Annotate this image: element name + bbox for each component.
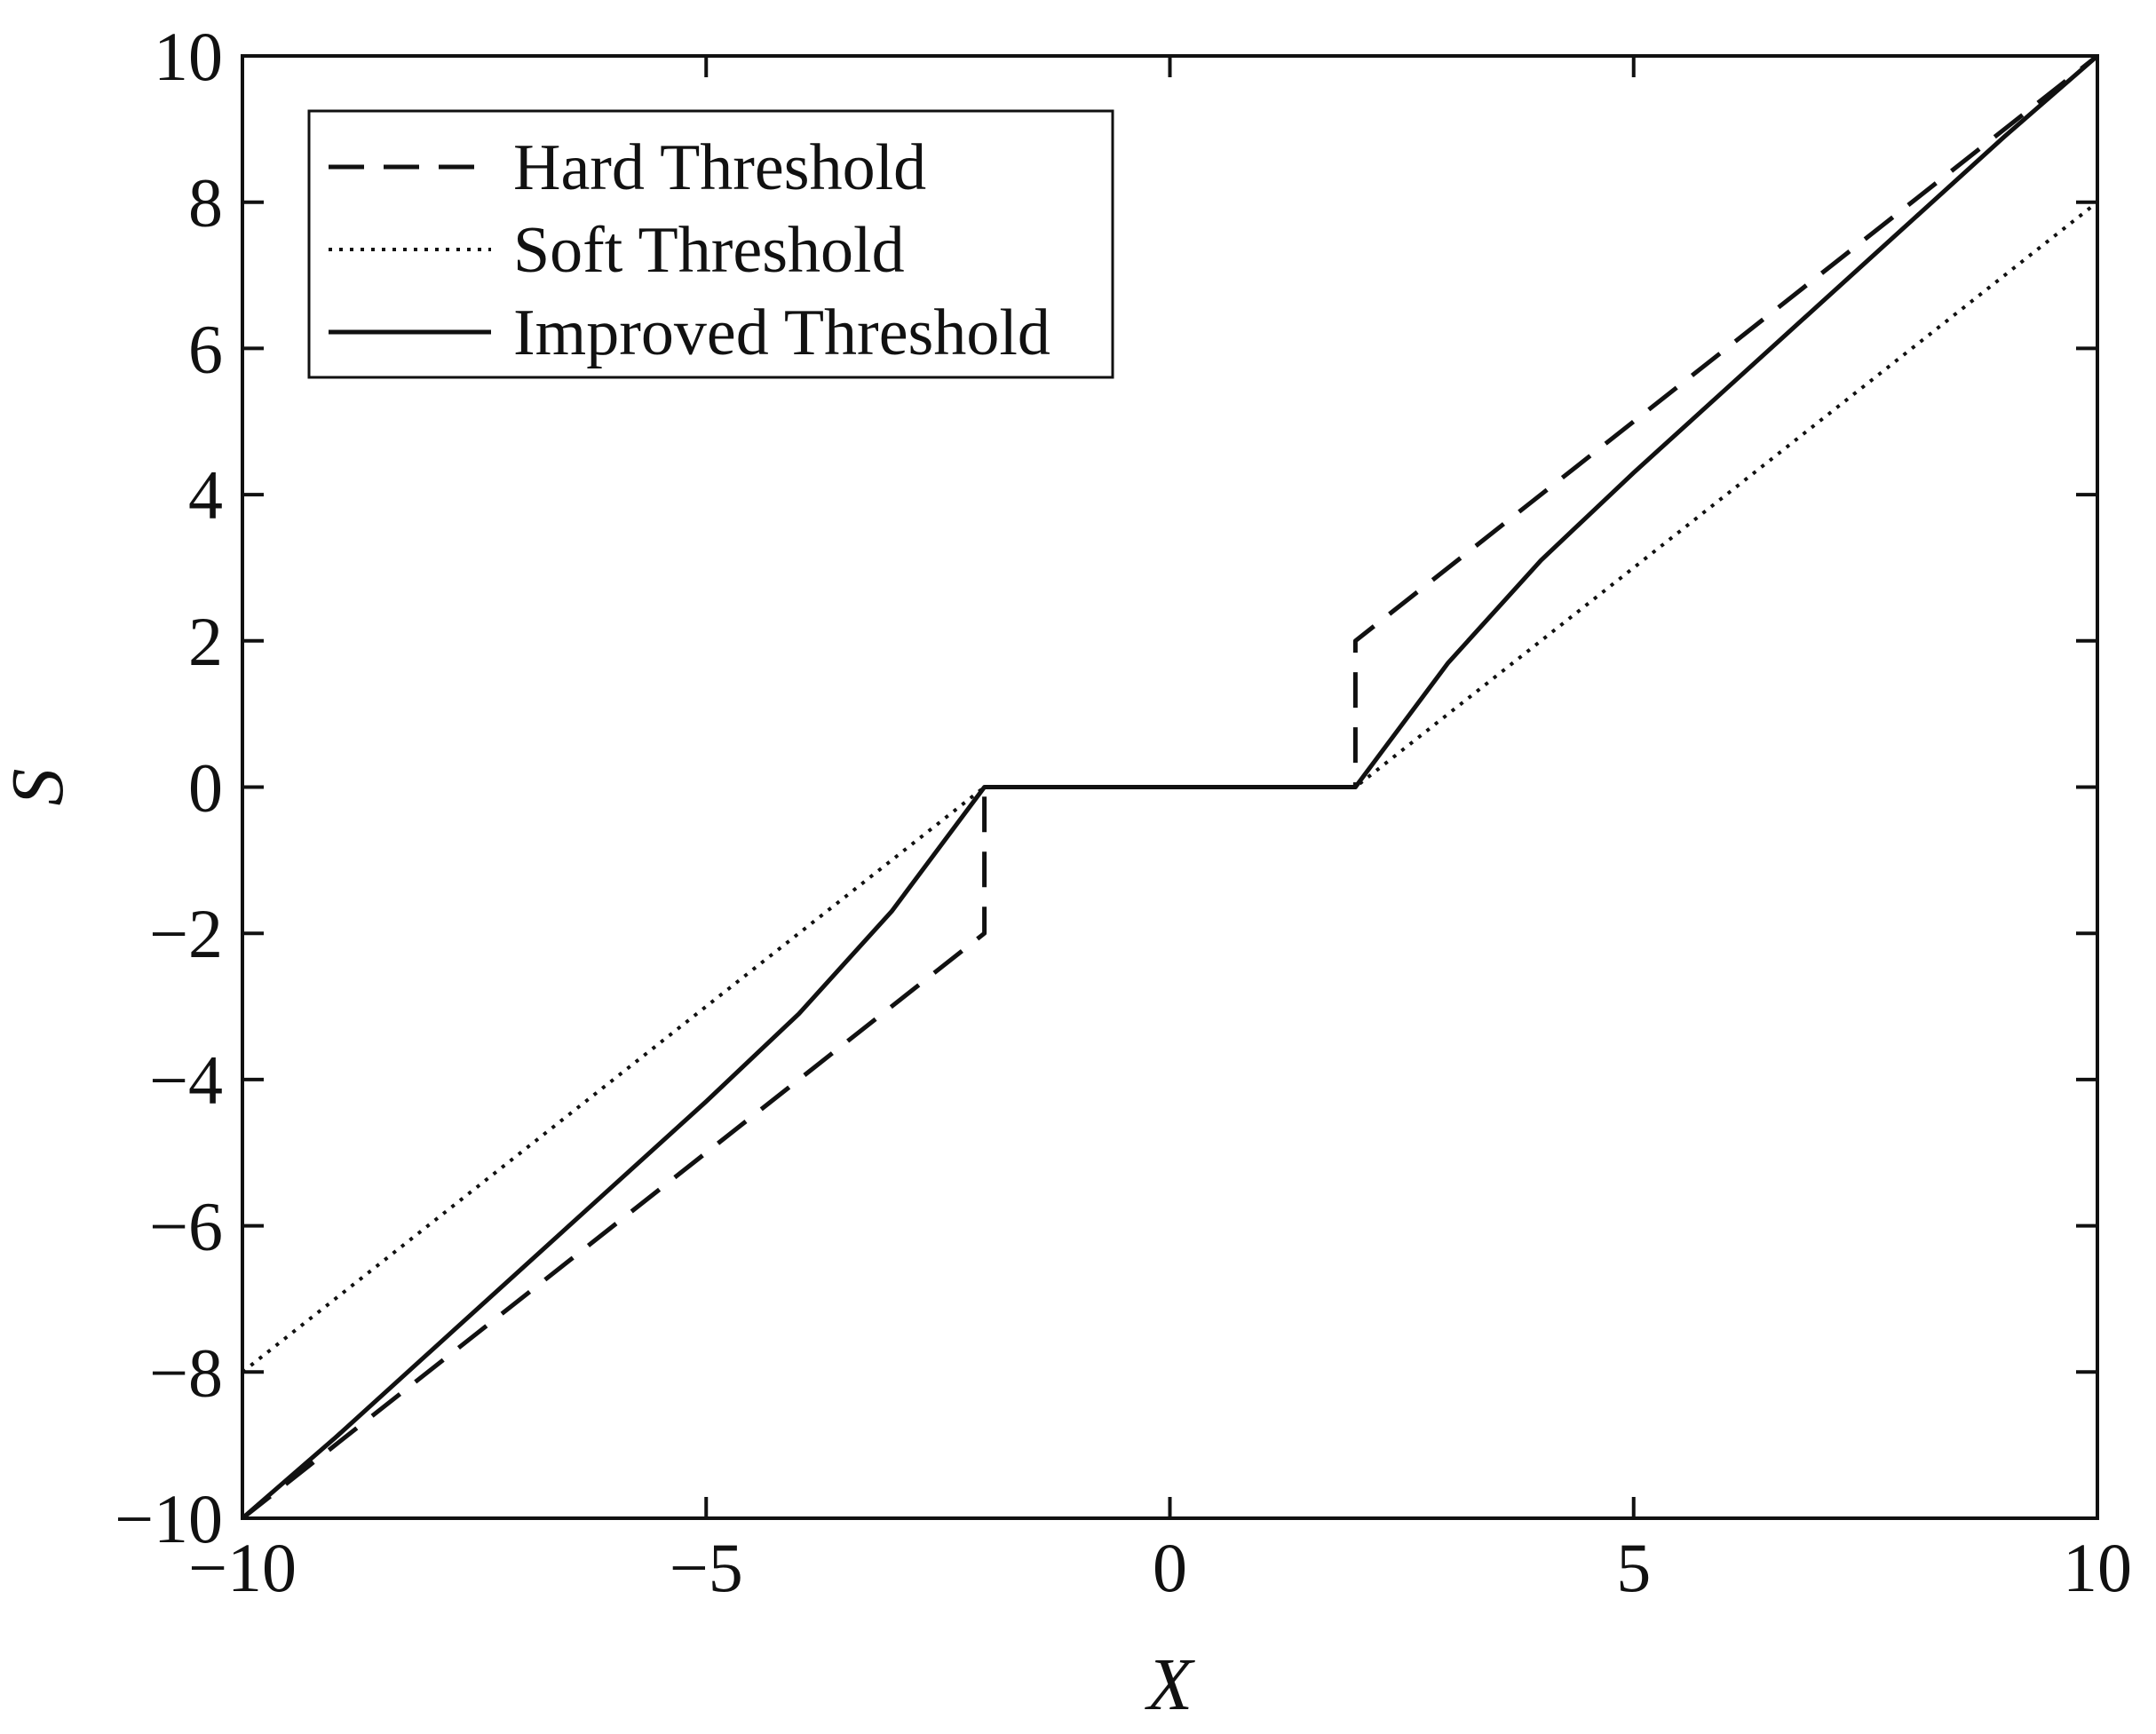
y-tick-label: 0 <box>188 749 223 827</box>
y-tick-label: 6 <box>188 310 223 387</box>
series-line-improved-threshold <box>241 54 2099 1520</box>
y-tick-label: −8 <box>149 1334 223 1411</box>
series-layer <box>241 54 2099 1520</box>
y-tick-label: 2 <box>188 603 223 680</box>
x-axis-title: X <box>1145 1643 1196 1726</box>
legend-label: Improved Threshold <box>513 297 1050 369</box>
y-tick-label: 10 <box>154 18 223 95</box>
y-tick-label: −4 <box>149 1041 223 1119</box>
x-tick-label: −10 <box>188 1529 297 1606</box>
y-tick-label: 8 <box>188 164 223 241</box>
x-tick-label: −5 <box>670 1529 743 1606</box>
axes-layer: −10 −5 0 5 10 −10 −8 −6 −4 −2 0 2 4 6 8 10 <box>115 18 2132 1606</box>
y-axis-title: S <box>0 769 79 806</box>
x-tick-label: 10 <box>2063 1529 2132 1606</box>
legend-label: Soft Threshold <box>513 214 905 287</box>
x-tick-label: 0 <box>1153 1529 1187 1606</box>
y-tick-label: −2 <box>149 895 223 972</box>
legend-label: Hard Threshold <box>513 131 926 204</box>
x-tick-label: 5 <box>1616 1529 1651 1606</box>
legend: Hard Threshold Soft Threshold Improved Thr… <box>307 109 1114 379</box>
y-tick-label: 4 <box>188 456 223 534</box>
y-tick-label: −10 <box>115 1480 223 1557</box>
y-tick-label: −6 <box>149 1188 223 1265</box>
